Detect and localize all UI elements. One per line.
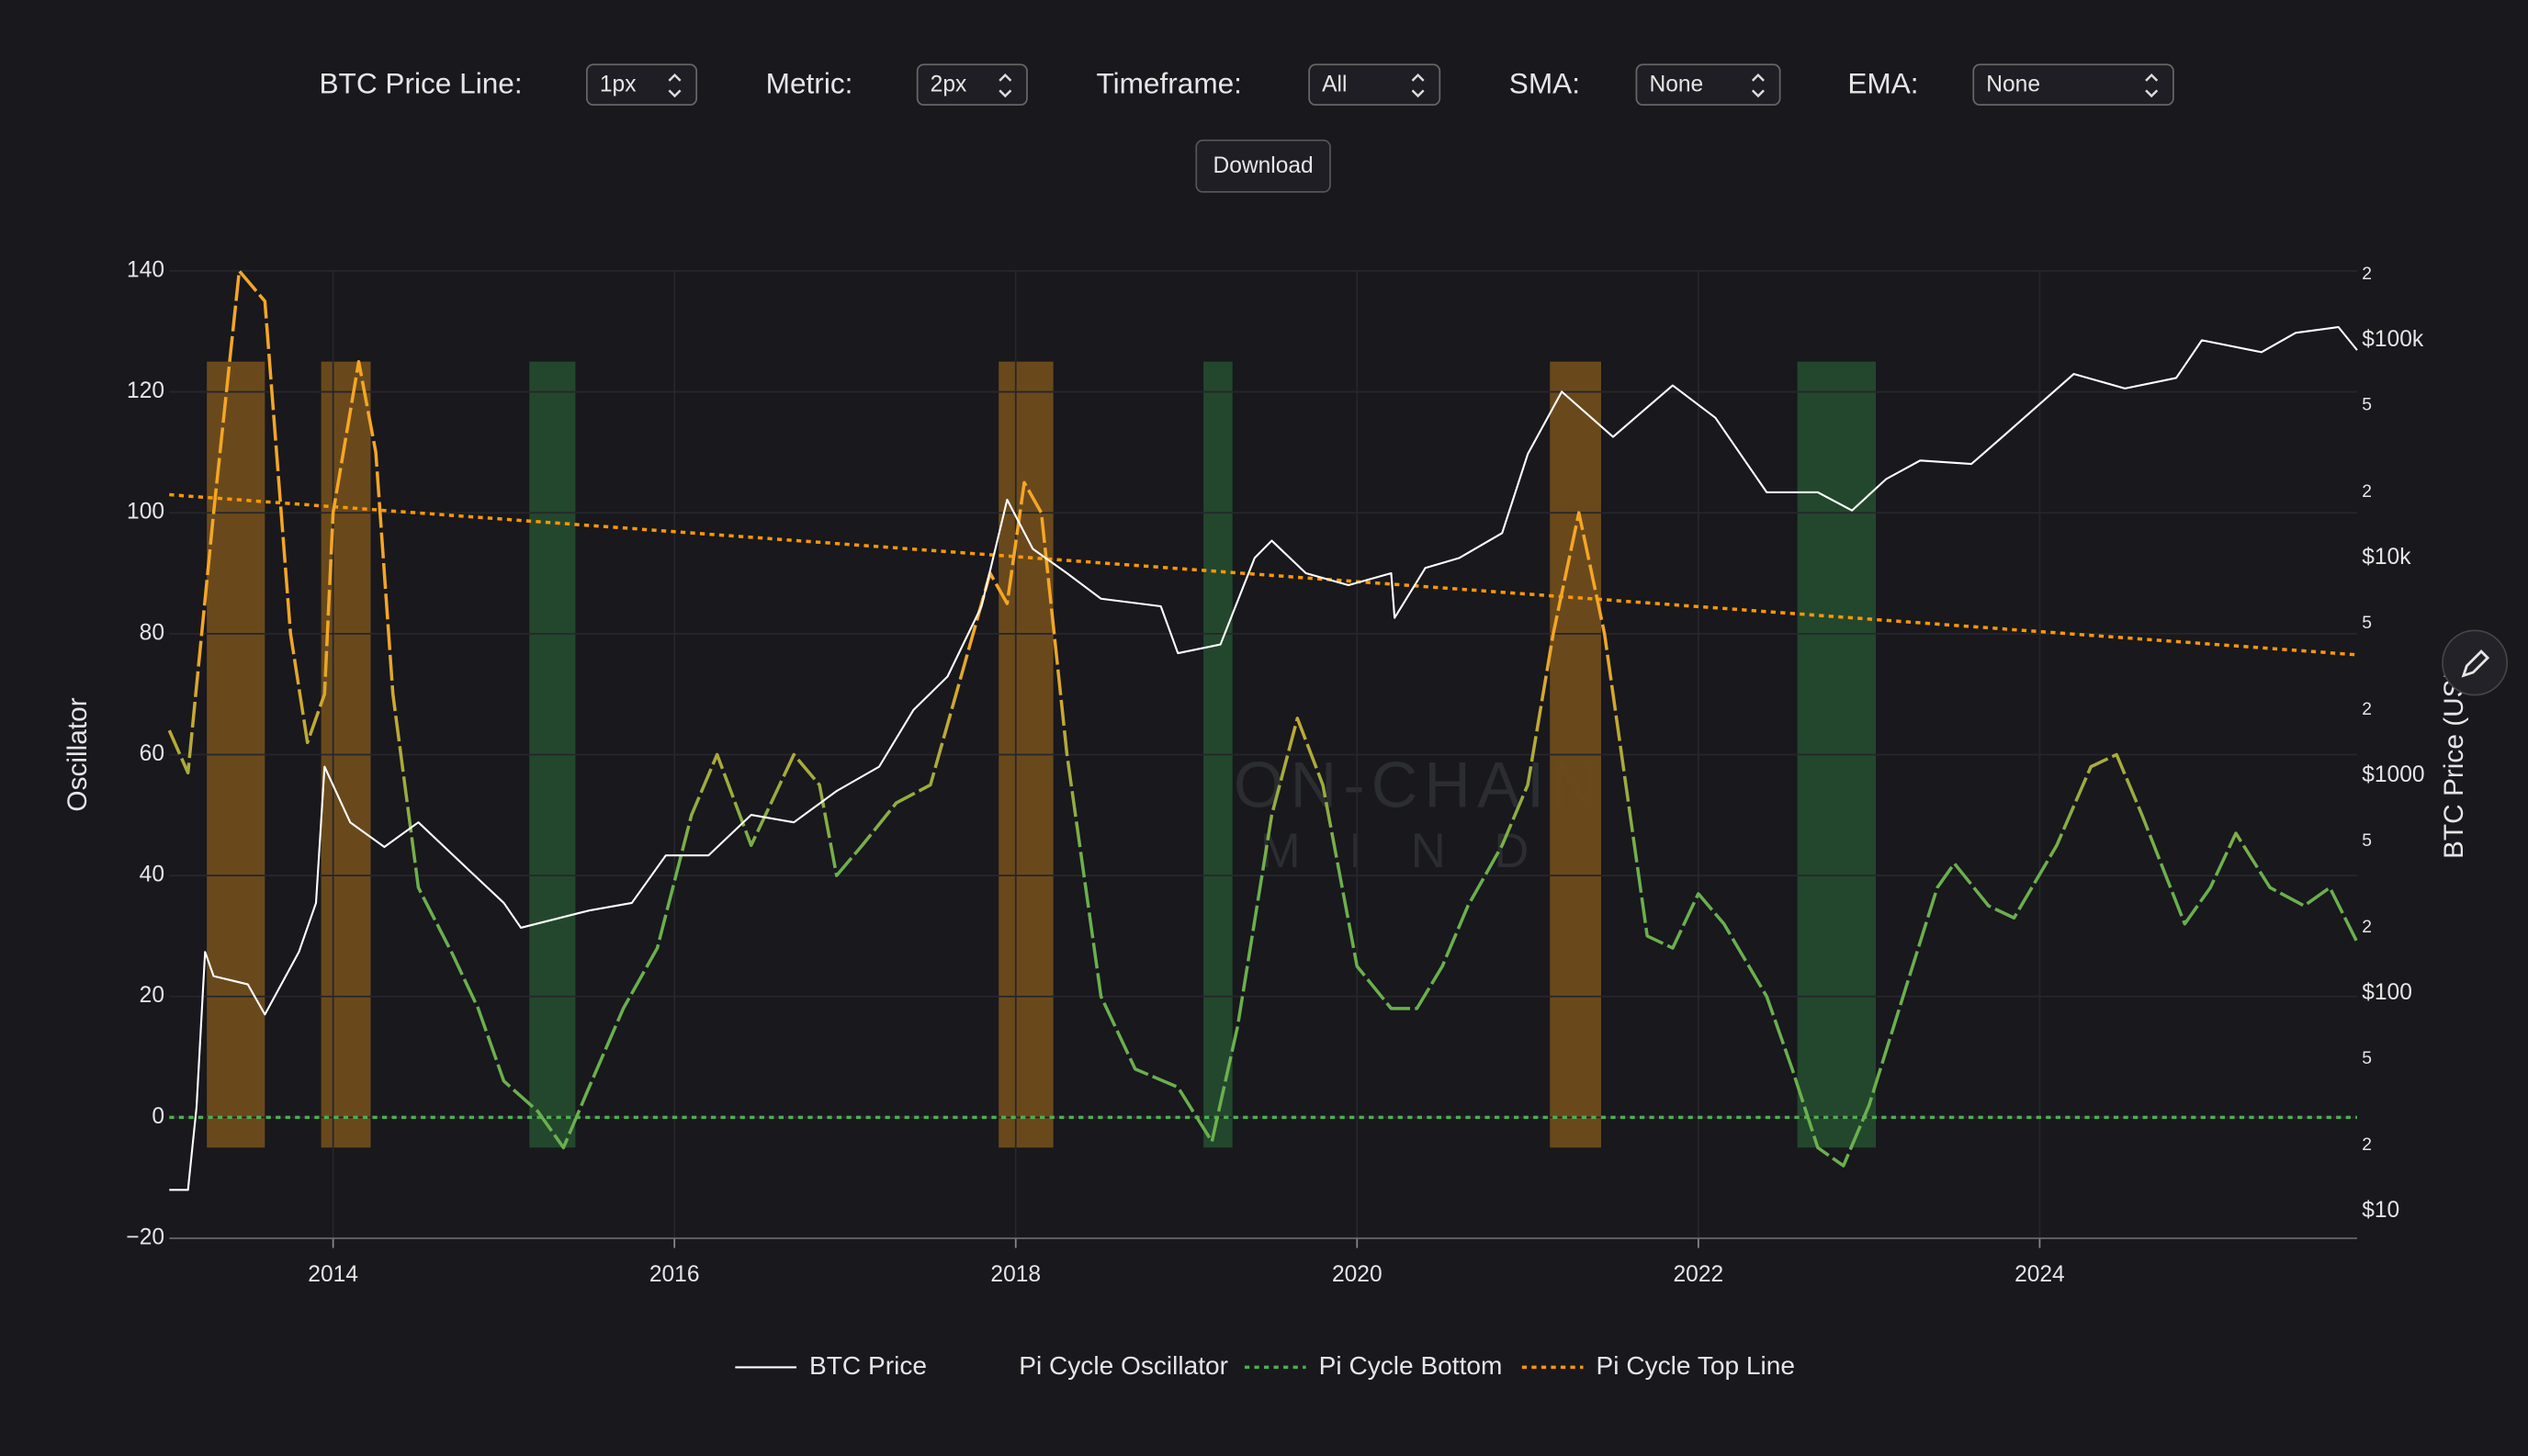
y-tick-label: 0 [152,1104,164,1129]
edit-button[interactable] [2442,629,2509,696]
y2-tick-label: 2 [2362,700,2372,719]
series-line [167,269,2359,1168]
y-axis-label: Oscillator [62,697,93,811]
select-arrows[interactable] [999,73,1012,98]
y2-tick-label: $100 [2362,980,2412,1005]
x-tick-label: 2020 [1332,1262,1382,1287]
control-label: Timeframe: [1096,66,1242,99]
y2-tick-label: 5 [2362,1049,2372,1068]
x-tick-label: 2016 [649,1262,700,1287]
select-value[interactable]: None [1986,73,2040,97]
control-label: Metric: [766,66,853,99]
select-arrows[interactable] [2145,73,2159,98]
y2-tick-label: 5 [2362,396,2372,415]
y-tick-label: 120 [127,378,164,403]
x-tick-label: 2024 [2014,1262,2065,1287]
legend-label: Pi Cycle Top Line [1597,1351,1795,1380]
y2-tick-label: $10k [2362,545,2411,570]
control-label: EMA: [1847,66,1918,99]
y-tick-label: 100 [127,500,164,525]
control-label: SMA: [1509,66,1580,99]
series-line [169,492,2358,657]
y-tick-label: −20 [126,1225,164,1249]
select-value[interactable]: All [1322,73,1347,97]
select-box[interactable] [1972,63,2174,107]
select-arrows[interactable] [668,73,682,98]
x-tick-label: 2022 [1674,1262,1724,1287]
y2-tick-label: 5 [2362,614,2372,633]
y-tick-label: 140 [127,257,164,282]
select-value[interactable]: None [1649,73,1703,97]
legend-label: Pi Cycle Oscillator [1019,1351,1228,1380]
y2-tick-label: $10 [2362,1198,2399,1223]
x-tick-label: 2014 [308,1262,358,1287]
x-tick-label: 2018 [990,1262,1041,1287]
y2-tick-label: $100k [2362,327,2424,352]
series-line [169,325,2358,1191]
y2-tick-label: 5 [2362,831,2372,851]
download-label[interactable]: Download [1213,153,1313,178]
y2-tick-label: $1000 [2362,762,2424,787]
select-value[interactable]: 1px [600,73,637,97]
y2-tick-label: 2 [2362,918,2372,937]
select-box[interactable] [585,63,698,107]
y2-tick-label: 2 [2362,1135,2372,1155]
y-tick-label: 40 [140,863,164,887]
legend-label: BTC Price [809,1351,927,1380]
select-box[interactable] [1308,63,1441,107]
select-box[interactable] [916,63,1028,107]
select-value[interactable]: 2px [931,73,967,97]
legend-label: Pi Cycle Bottom [1319,1351,1503,1380]
y-tick-label: 20 [140,983,164,1008]
watermark: ON-CHAIN [1234,749,1604,821]
select-arrows[interactable] [1411,73,1425,98]
control-label: BTC Price Line: [320,66,523,99]
controls: BTC Price Line: 1px Metric: 2px Timeframe: Al… [320,63,2174,107]
y-tick-label: 80 [140,620,164,645]
y2-tick-label: 2 [2362,482,2372,502]
select-box[interactable] [1635,63,1781,107]
download-button[interactable] [1195,139,1331,193]
y2-tick-label: 2 [2362,265,2372,284]
watermark: MIND [1260,824,1577,878]
select-arrows[interactable] [1751,73,1765,98]
y-tick-label: 60 [140,741,164,766]
edit-icon[interactable] [2461,649,2490,678]
